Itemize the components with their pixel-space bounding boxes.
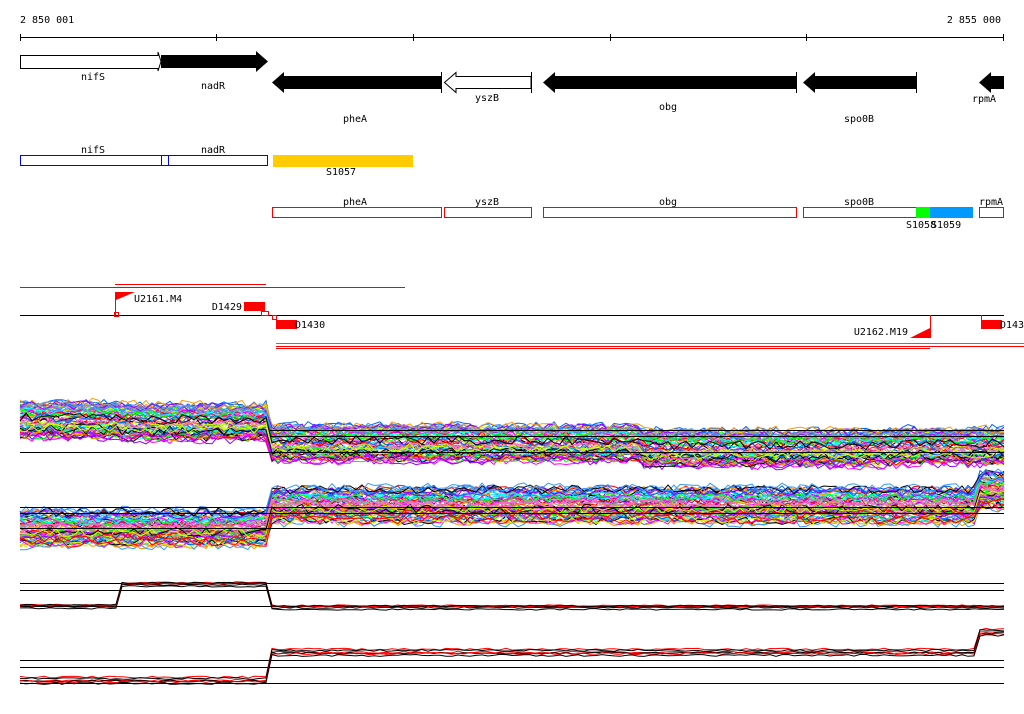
feature-S1058[interactable] xyxy=(916,207,930,218)
expression-trace xyxy=(19,582,1005,608)
feature-box-obg[interactable] xyxy=(543,207,797,218)
gene-label: yszB xyxy=(475,93,499,104)
label-D1430: D1430 xyxy=(295,320,325,331)
feature-label-yszB: yszB xyxy=(475,197,499,208)
expression-trace xyxy=(19,413,1005,452)
ruler-end-label: 2 855 000 xyxy=(947,15,1001,26)
gene-track: nifS nadR pheA yszB obg spo0B rpmA xyxy=(20,51,1004,125)
expression-trace xyxy=(19,632,1005,684)
feature-S1057[interactable] xyxy=(273,155,413,167)
gene-label: pheA xyxy=(343,114,367,125)
expression-trace xyxy=(19,498,1005,543)
label-D143: D143 xyxy=(1000,320,1024,331)
expression-trace xyxy=(20,629,1005,680)
expression-trace xyxy=(19,476,1005,523)
expression-trace xyxy=(19,581,1005,608)
operon-box-nadR[interactable] xyxy=(168,155,268,166)
expression-trace xyxy=(19,500,1005,548)
gene-label: nifS xyxy=(81,72,105,83)
expression-trace xyxy=(19,585,1005,611)
gene-nadR[interactable]: nadR xyxy=(161,51,268,92)
expression-panels xyxy=(19,397,1005,685)
expression-trace xyxy=(19,582,1005,608)
expression-trace xyxy=(19,473,1005,522)
feature-box-yszB[interactable] xyxy=(444,207,532,218)
feature-label-rpmA: rpmA xyxy=(979,197,1003,208)
feature-S1059[interactable] xyxy=(930,207,973,218)
promoter-U2162[interactable]: U2162.M19 xyxy=(854,315,931,338)
feature-box-pheA[interactable] xyxy=(272,207,442,218)
expression-trace xyxy=(19,627,1005,679)
gene-spo0B[interactable]: spo0B xyxy=(803,72,917,125)
ruler: 2 850 001 2 855 000 xyxy=(20,15,1004,41)
expression-trace xyxy=(19,431,1005,469)
label-S1059: S1059 xyxy=(931,220,961,231)
expression-trace xyxy=(19,501,1005,550)
expression-trace xyxy=(19,408,1005,447)
label-S1058: S1058 xyxy=(906,220,936,231)
terminator-D1429[interactable]: D1429 xyxy=(212,302,277,320)
feature-box-spo0B[interactable] xyxy=(803,207,917,218)
expression-trace xyxy=(19,401,1005,438)
operon-track: nifS nadR S1057 xyxy=(20,145,413,178)
operon-label-nadR: nadR xyxy=(201,145,226,156)
terminator-D1430[interactable]: D1430 xyxy=(276,320,325,331)
operon-box-gap[interactable] xyxy=(161,155,169,166)
operon-box-nifS[interactable] xyxy=(20,155,162,166)
label-U2161: U2161.M4 xyxy=(134,294,182,305)
gene-label: obg xyxy=(659,102,677,113)
ruler-start-label: 2 850 001 xyxy=(20,15,74,26)
gene-yszB[interactable]: yszB xyxy=(443,71,532,104)
feature-box-rpmA[interactable] xyxy=(979,207,1004,218)
gene-label: nadR xyxy=(201,81,226,92)
gene-pheA[interactable]: pheA xyxy=(272,72,442,125)
expression-trace xyxy=(19,397,1005,436)
expression-trace xyxy=(19,484,1005,532)
feature-label-pheA: pheA xyxy=(343,197,367,208)
operon-label-nifS: nifS xyxy=(81,145,105,156)
ruler-ticks xyxy=(20,34,1004,41)
expression-trace xyxy=(19,483,1005,531)
label-D1429: D1429 xyxy=(212,302,242,313)
promoter-U2161[interactable]: U2161.M4 xyxy=(114,292,183,317)
gene-rpmA[interactable]: rpmA xyxy=(972,72,1004,105)
gene-nifS[interactable]: nifS xyxy=(20,51,162,83)
expression-trace xyxy=(19,631,1005,682)
expression-trace xyxy=(19,432,1005,471)
expression-trace xyxy=(19,468,1005,516)
gene-label: spo0B xyxy=(844,114,874,125)
feature-label-spo0B: spo0B xyxy=(844,197,874,208)
expression-trace xyxy=(19,423,1005,462)
expression-trace xyxy=(19,469,1005,518)
expression-trace xyxy=(19,583,1005,609)
expression-trace xyxy=(19,423,1005,461)
gene-label: rpmA xyxy=(972,94,996,105)
transcript-track: U2161.M4 D1429 D1430 U2162.M19 D143 xyxy=(20,284,1024,349)
feature-track: pheA yszB obg spo0B rpmA S1058 S1059 xyxy=(272,197,1004,231)
expression-trace xyxy=(19,634,1005,685)
expression-trace xyxy=(19,488,1005,537)
gene-obg[interactable]: obg xyxy=(543,72,797,113)
terminator-D143[interactable]: D143 xyxy=(981,315,1024,331)
feature-label-obg: obg xyxy=(659,197,677,208)
expression-trace xyxy=(20,631,1005,683)
expression-trace xyxy=(19,412,1005,451)
label-S1057: S1057 xyxy=(326,167,356,178)
expression-trace xyxy=(19,494,1005,540)
label-U2162: U2162.M19 xyxy=(854,327,908,338)
expression-trace xyxy=(19,479,1005,527)
